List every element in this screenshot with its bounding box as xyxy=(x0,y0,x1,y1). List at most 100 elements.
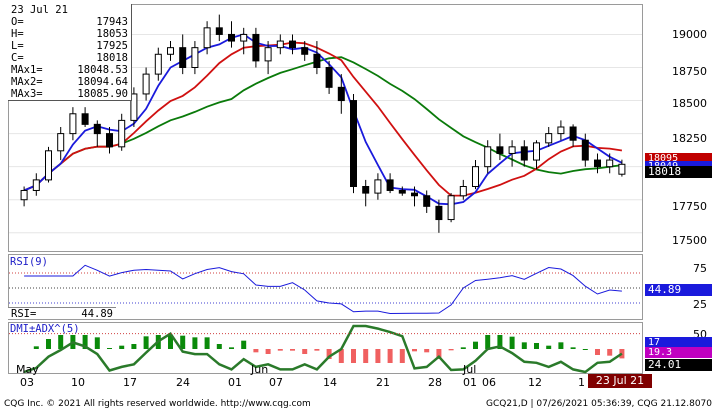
candle-body xyxy=(20,189,28,201)
candle-body xyxy=(106,133,113,148)
dmi-histogram-bar xyxy=(326,349,332,359)
dmi-histogram-bar xyxy=(302,349,308,354)
dmi-histogram-bar xyxy=(497,335,503,349)
cursor-date-badge: 23 Jul 21 xyxy=(588,374,652,388)
dmi-study-label[interactable]: DMI±ADX^(5) xyxy=(10,323,80,335)
dmi-histogram-bar xyxy=(168,335,173,349)
price-tick: 17500 xyxy=(672,234,707,247)
candle-body xyxy=(557,126,565,135)
date-label: 17 xyxy=(123,376,137,389)
rsi-readout: RSI= 44.89 xyxy=(8,307,116,320)
candle-body xyxy=(472,166,479,188)
candle-body xyxy=(240,33,248,42)
dmi-histogram-bar xyxy=(94,337,100,349)
dmi-histogram-bar xyxy=(412,349,417,352)
price-tick: 19000 xyxy=(672,28,707,41)
date-label: 06 xyxy=(482,376,496,389)
rsi-tick-75: 75 xyxy=(693,262,707,275)
dmi-histogram-bar xyxy=(558,342,564,349)
dmi-histogram-bar xyxy=(509,336,515,349)
month-label: Jun xyxy=(251,363,269,376)
price-axis[interactable]: 19000 18750 18500 18250 18000 17750 1750… xyxy=(643,4,715,252)
dmi-histogram-bar xyxy=(473,341,478,349)
candle-body xyxy=(459,186,467,197)
candle-body xyxy=(215,27,223,35)
candle-body xyxy=(423,195,431,207)
candle-body xyxy=(289,40,296,49)
dmi-histogram-bar xyxy=(387,349,393,363)
candle-body xyxy=(606,159,614,168)
ohlc-row-high: H= 18053 xyxy=(11,28,128,40)
dmi-histogram-bar xyxy=(424,349,430,353)
candle-body xyxy=(45,150,52,181)
dmi-histogram-bar xyxy=(436,349,442,359)
copyright-text: CQG Inc. © 2021 All rights reserved worl… xyxy=(4,399,311,409)
dmi-histogram-bar xyxy=(485,335,491,349)
date-label: 24 xyxy=(176,376,190,389)
candle-body xyxy=(130,93,138,121)
ohlc-date: 23 Jul 21 xyxy=(11,4,68,16)
dmi-histogram-bar xyxy=(448,349,454,351)
date-label: 01 xyxy=(463,376,477,389)
dmi-plus-tag: 17 xyxy=(645,337,712,348)
dmi-histogram-bar xyxy=(229,347,234,349)
candle-body xyxy=(69,113,77,135)
dmi-histogram-bar xyxy=(290,349,295,351)
candle-body xyxy=(362,186,370,194)
dmi-histogram-bar xyxy=(460,347,466,349)
dmi-histogram-bar xyxy=(595,349,600,355)
candle-body xyxy=(313,53,321,69)
dmi-histogram-bar xyxy=(58,335,64,349)
rsi-line xyxy=(24,264,622,315)
dmi-histogram-bar xyxy=(143,336,149,349)
candle-body xyxy=(93,123,101,135)
date-label: 21 xyxy=(376,376,390,389)
ohlc-info-box: 23 Jul 21 O= 17943 H= 18053 L= 17925 C= 1801… xyxy=(8,4,132,101)
rsi-study-label[interactable]: RSI(9) xyxy=(10,256,48,268)
ohlc-row-open: O= 17943 xyxy=(11,16,128,28)
dmi-histogram-bar xyxy=(180,335,186,349)
date-label: 28 xyxy=(428,376,442,389)
dmi-histogram-bar xyxy=(277,349,283,351)
dmi-histogram-bar xyxy=(338,349,344,363)
dmi-histogram-bar xyxy=(46,339,51,349)
rsi-value-tag: 44.89 xyxy=(645,284,712,296)
candle-body xyxy=(496,146,504,154)
adx-value-tag: 24.01 xyxy=(645,359,712,371)
dmi-histogram-bar xyxy=(82,335,88,349)
candle-body xyxy=(167,47,174,55)
candle-body xyxy=(325,67,333,88)
candle-body xyxy=(594,159,601,168)
dmi-histogram-bar xyxy=(546,345,552,349)
dmi-histogram-bar xyxy=(582,349,588,350)
candle-body xyxy=(581,139,589,161)
candle-body xyxy=(520,146,528,161)
candle-body xyxy=(142,73,150,95)
candle-body xyxy=(569,126,577,141)
candle-body xyxy=(191,47,199,69)
date-axis[interactable]: May Jun Jul 03 10 17 24 01 07 14 21 28 0… xyxy=(8,363,643,390)
ohlc-row-low: L= 17925 xyxy=(11,40,128,52)
price-tick: 18250 xyxy=(672,132,707,145)
dmi-histogram-bar xyxy=(192,337,198,349)
candle-body xyxy=(374,179,382,194)
candle-body xyxy=(154,53,162,75)
candle-body xyxy=(398,189,406,194)
candle-body xyxy=(81,113,89,125)
dmi-histogram-bar xyxy=(241,340,247,349)
candle-body xyxy=(276,40,284,49)
candle-body xyxy=(228,33,235,42)
date-label: 12 xyxy=(528,376,542,389)
candle-body xyxy=(350,100,357,187)
candle-body xyxy=(545,133,553,144)
dmi-histogram-bar xyxy=(363,349,369,363)
dmi-histogram-bar xyxy=(265,349,271,354)
ohlc-row-ma1: MAx1= 18048.53 xyxy=(11,64,128,76)
candle-body xyxy=(508,146,516,154)
dmi-histogram-bar xyxy=(570,347,576,349)
dmi-histogram-bar xyxy=(119,345,125,349)
ohlc-row-ma2: MAx2= 18094.64 xyxy=(11,76,128,88)
dmi-histogram-bar xyxy=(375,349,381,363)
dmi-histogram-bar xyxy=(314,349,320,351)
